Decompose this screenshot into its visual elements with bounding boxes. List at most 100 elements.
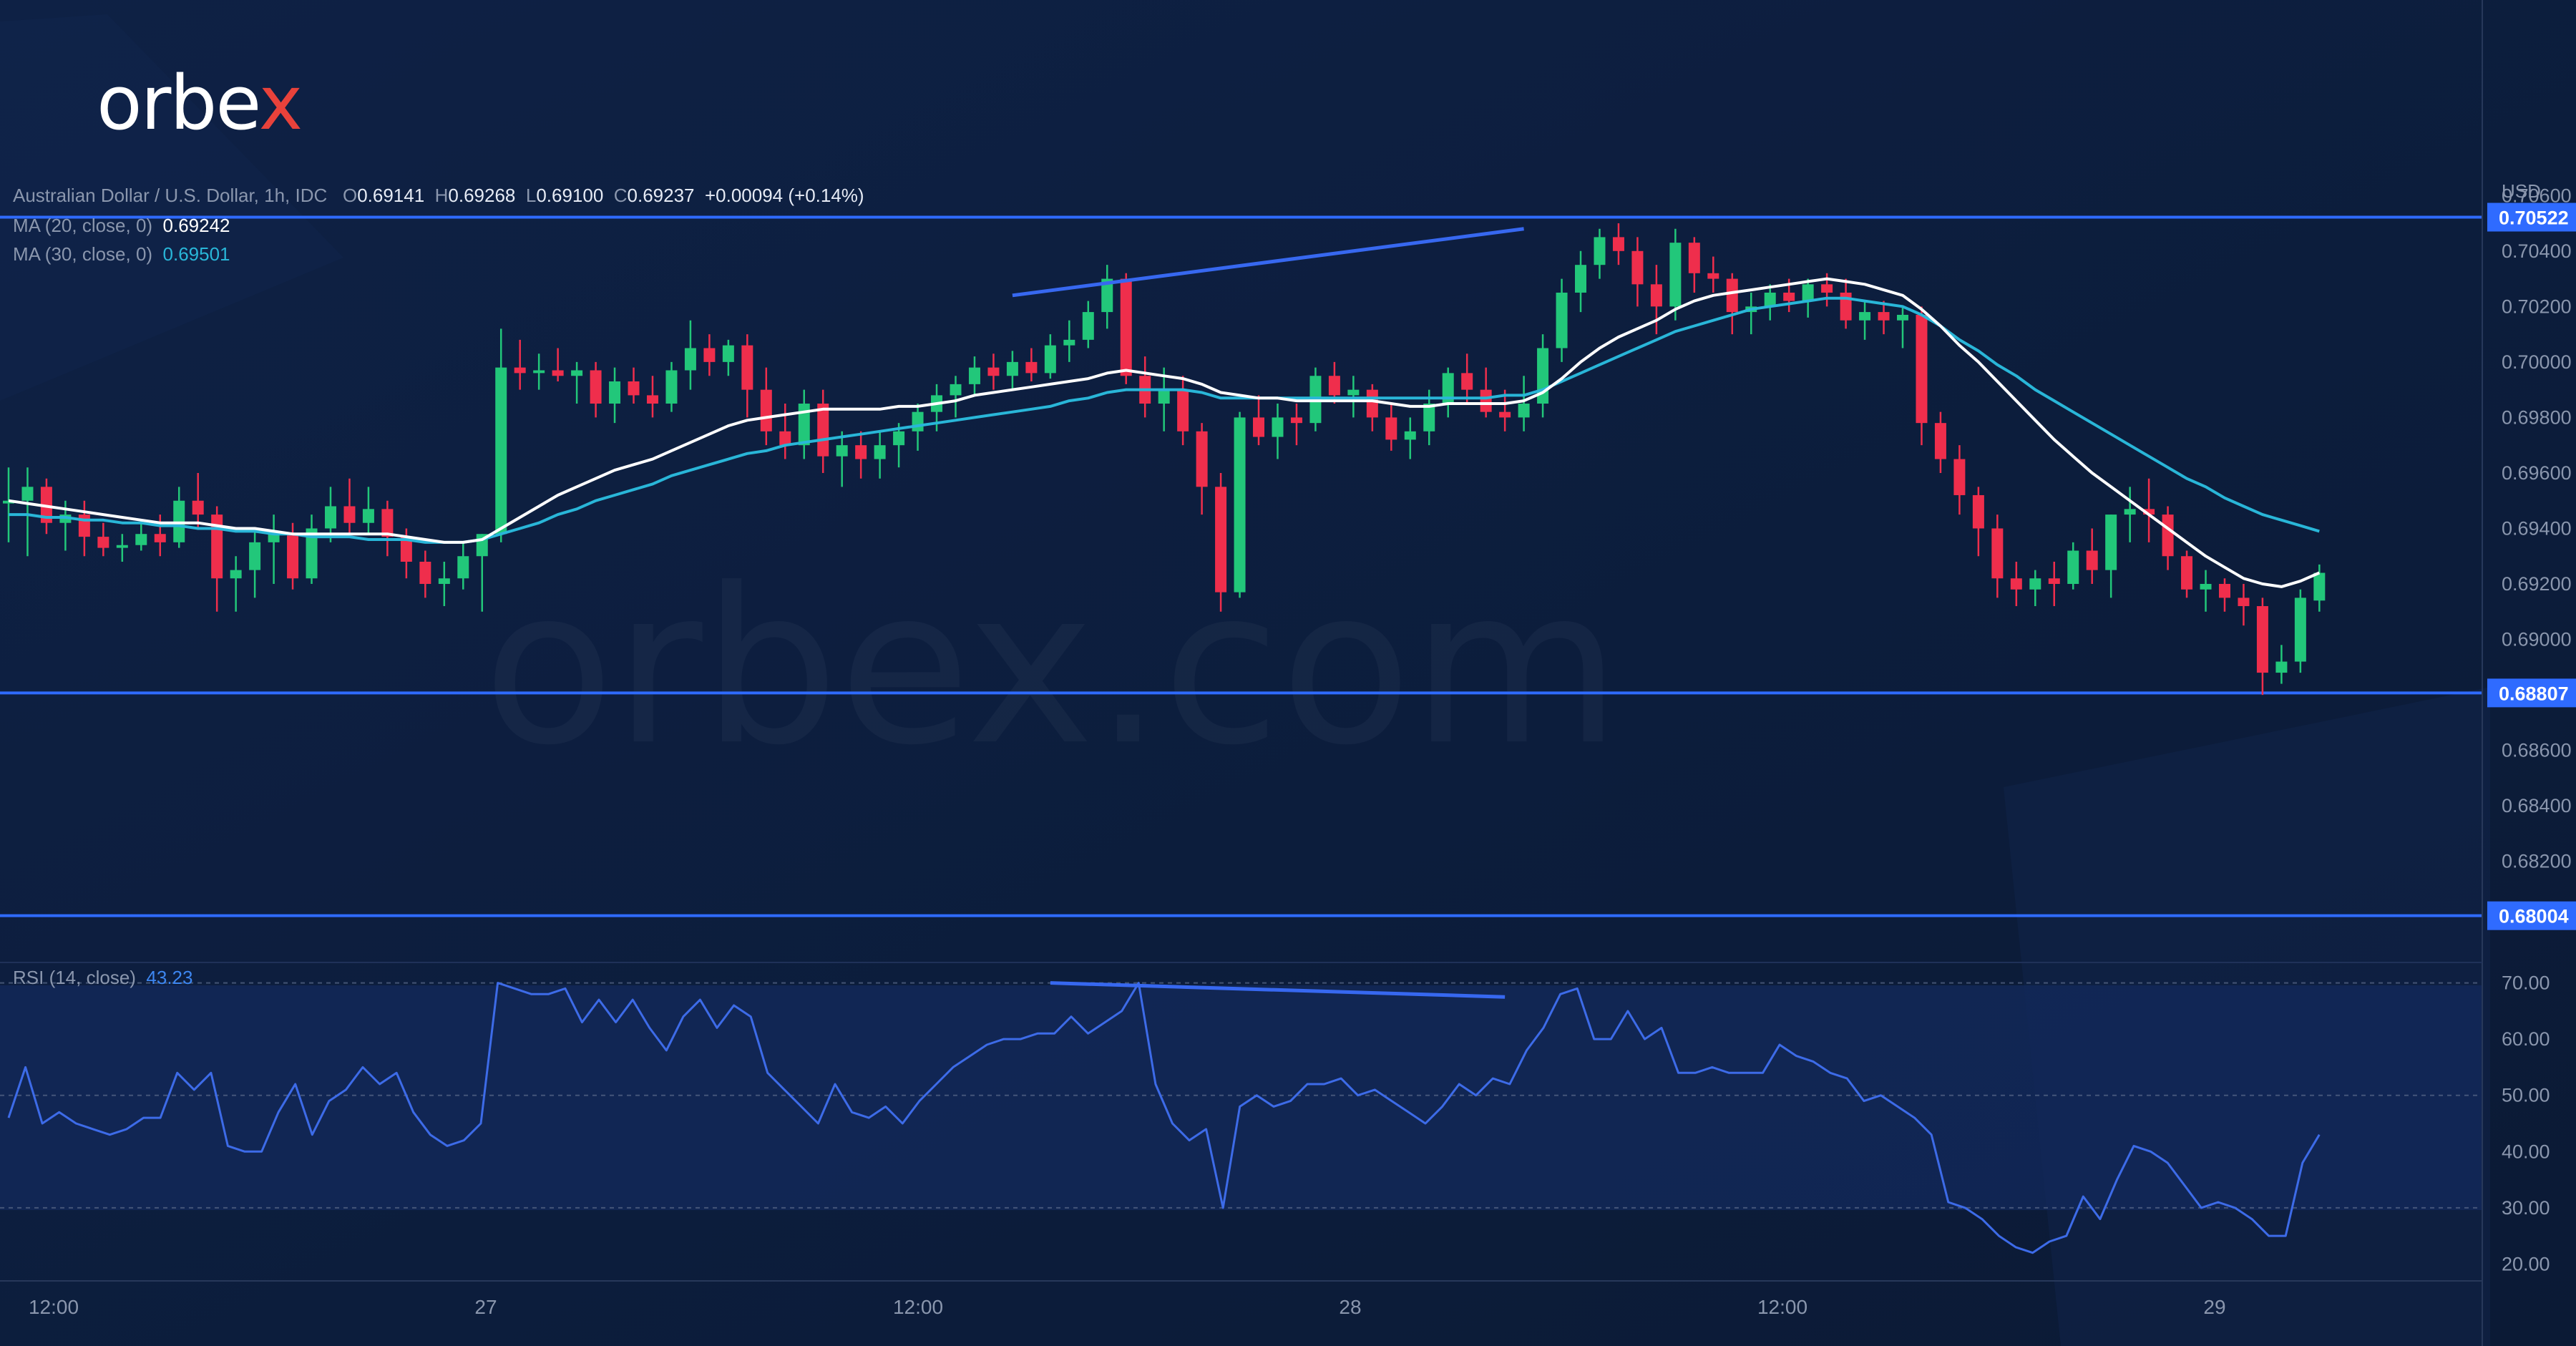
candle-body [609, 381, 621, 404]
trendlines [1012, 227, 1524, 298]
ma20-info[interactable]: MA (20, close, 0) 0.69242 [13, 215, 230, 237]
price-tick-label: 0.69600 [2502, 462, 2572, 484]
candle-body [192, 500, 204, 515]
horizontal-levels [0, 215, 2482, 917]
candle-body [684, 348, 696, 371]
logo-glyphs: orbex [97, 59, 303, 147]
candle-body [798, 404, 810, 446]
candle-body [1385, 417, 1397, 440]
candle-body [211, 514, 223, 579]
candle-body [1044, 345, 1056, 374]
candle-body [855, 445, 867, 459]
candle-body [230, 570, 242, 579]
candle-body [1347, 389, 1360, 396]
candle-body [2124, 509, 2136, 515]
candle-body [324, 506, 336, 529]
price-trendline [1012, 227, 1524, 298]
candle-body [2010, 578, 2022, 590]
candle-body [400, 537, 412, 562]
price-tick-label: 0.70000 [2502, 351, 2572, 373]
candle-body [1934, 423, 1946, 459]
candle-body [1177, 389, 1189, 431]
rsi-pane [7, 981, 2321, 1254]
orbex-logo: orbexorbex [97, 66, 303, 140]
candle-body [2067, 550, 2079, 585]
candle-body [874, 445, 886, 459]
candle-body [1897, 314, 1908, 321]
level-price-label: 0.68004 [2499, 906, 2569, 927]
candle-body [495, 367, 507, 535]
rsi-line [7, 982, 2321, 1254]
ma20-line [8, 277, 2321, 588]
candle-body [362, 509, 374, 523]
candle-body [2200, 584, 2212, 590]
level-price-tag [2487, 203, 2576, 232]
candle-body [2162, 514, 2174, 557]
candle-body [628, 381, 640, 396]
ma20-label: MA (20, close, 0) [13, 215, 153, 236]
candle-body [1272, 417, 1284, 437]
ma30-value: 0.69501 [162, 243, 230, 265]
candle-body [2218, 584, 2230, 598]
ma20-value: 0.69242 [162, 215, 230, 236]
level-price-tag [2487, 901, 2576, 930]
candle-body [268, 534, 280, 542]
rsi-tick-label: 50.00 [2502, 1085, 2550, 1106]
candle-body [533, 370, 545, 374]
time-tick-label: 27 [474, 1296, 497, 1318]
price-axis[interactable]: 0.70600 0.70400 0.70200 0.70000 0.69800 0.696… [2487, 185, 2576, 1274]
moving-averages [8, 277, 2321, 588]
high-value: 0.69268 [448, 185, 516, 206]
candle-body [987, 367, 1000, 376]
candle-body [2105, 514, 2117, 570]
candle-body [590, 370, 602, 404]
candle-body [703, 348, 716, 362]
candle-body [1063, 339, 1075, 346]
candle-body [135, 534, 147, 545]
symbol-info[interactable]: Australian Dollar / U.S. Dollar, 1h, IDC… [13, 185, 864, 207]
candle-body [2256, 606, 2268, 673]
candle-body [912, 411, 924, 431]
candle-body [1688, 243, 1700, 273]
candle-body [21, 487, 34, 501]
candle-body [1991, 528, 2004, 579]
candle-body [571, 370, 583, 376]
candle-body [1916, 314, 1928, 424]
candle-body [514, 367, 526, 374]
candle-body [1631, 250, 1644, 285]
candle-body [249, 542, 261, 570]
level-price-label: 0.68807 [2499, 683, 2569, 704]
watermark: orbex.com [483, 542, 1621, 792]
time-tick-label: 29 [2203, 1296, 2225, 1318]
candle-body [1480, 389, 1492, 412]
time-axis[interactable]: 12:002712:002812:002912:00Aug12:00212:00… [29, 1296, 2576, 1318]
candle-body [1499, 411, 1511, 418]
candle-body [1764, 292, 1776, 307]
rsi-tick-label: 20.00 [2502, 1253, 2550, 1274]
candle-body [1783, 292, 1795, 301]
candle-body [97, 537, 109, 548]
candle-body [2048, 578, 2060, 585]
candle-body [116, 545, 128, 548]
candle-body [2143, 509, 2155, 515]
candle-body [817, 404, 829, 457]
ma30-info[interactable]: MA (30, close, 0) 0.69501 [13, 243, 230, 265]
candle-body [779, 431, 791, 446]
candle-body [646, 395, 658, 404]
candle-body [1650, 284, 1662, 307]
price-tick-label: 0.68400 [2502, 795, 2572, 816]
candle-body [552, 370, 564, 376]
price-tick-label: 0.69400 [2502, 517, 2572, 539]
candle-body [1215, 487, 1227, 592]
candle-body [438, 578, 450, 585]
candle-body [1101, 278, 1113, 313]
candle-body [1669, 243, 1682, 307]
candle-body [1366, 389, 1378, 418]
candle-body [2086, 550, 2098, 570]
candle-body [1461, 373, 1473, 390]
candle-body [2275, 661, 2288, 673]
candle-body [760, 389, 772, 431]
candle-body [1158, 389, 1170, 404]
rsi-info[interactable]: RSI (14, close) 43.23 [13, 967, 192, 989]
